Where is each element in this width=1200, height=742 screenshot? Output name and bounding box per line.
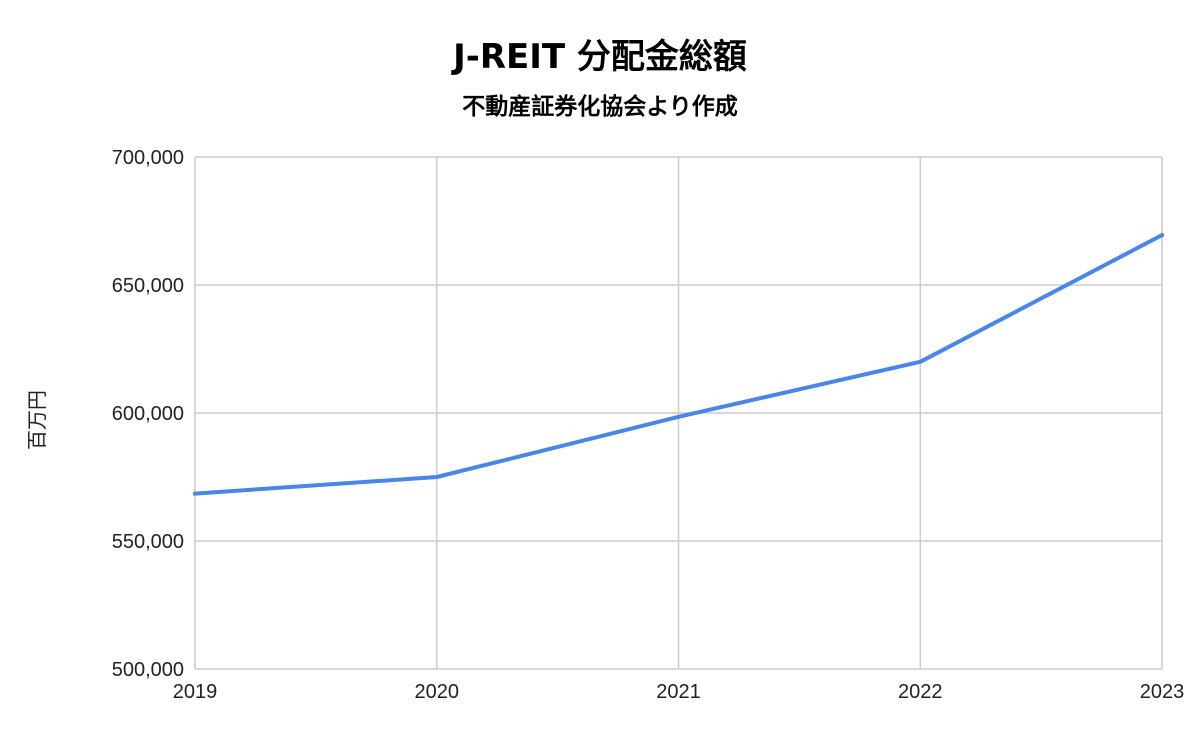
x-tick-label: 2021: [656, 681, 701, 703]
data-point: [1160, 233, 1164, 238]
y-tick-label: 500,000: [112, 659, 184, 681]
data-point: [193, 491, 197, 496]
x-tick-labels: 2019 2020 2021 2022 2023: [173, 681, 1185, 703]
series-layer: [193, 233, 1164, 496]
x-tick-label: 2023: [1140, 681, 1185, 703]
y-tick-labels: 500,000 550,000 600,000 650,000 700,000: [112, 147, 184, 681]
x-tick-label: 2020: [415, 681, 460, 703]
gridlines: [194, 156, 1163, 670]
y-tick-label: 700,000: [112, 147, 184, 169]
chart-subtitle: 不動産証券化協会より作成: [462, 93, 738, 120]
x-tick-label: 2019: [173, 681, 218, 703]
x-tick-label: 2022: [898, 681, 943, 703]
chart-title: J-REIT 分配金総額: [451, 37, 747, 77]
data-point: [434, 475, 439, 479]
y-tick-label: 600,000: [112, 403, 184, 425]
data-point: [676, 414, 681, 419]
y-tick-label: 650,000: [112, 275, 184, 297]
y-axis-label: 百万円: [25, 390, 49, 450]
y-tick-label: 550,000: [112, 531, 184, 553]
data-point: [918, 359, 923, 364]
